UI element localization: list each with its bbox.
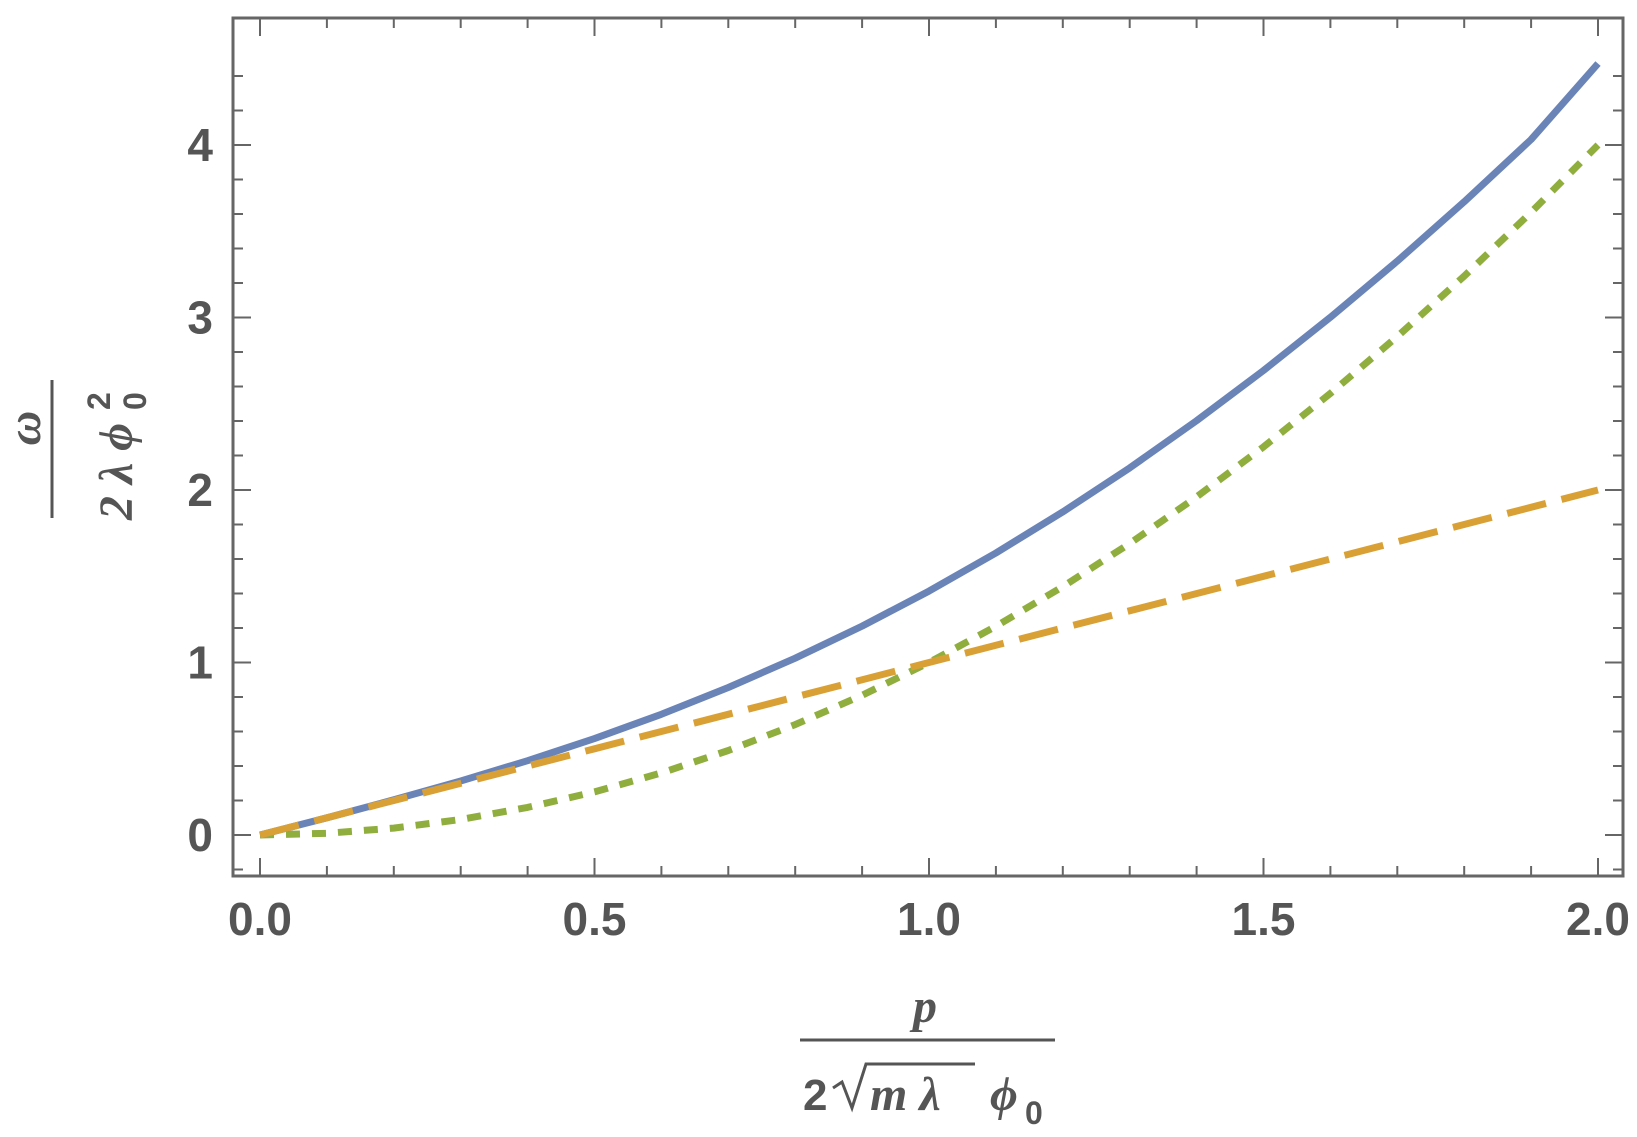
x-label-numerator: p [909,980,937,1033]
x-label-den-lead: 2 [803,1071,827,1120]
x-label-den-tail: ϕ [990,1068,1018,1121]
y-label-numerator: ω [0,411,51,446]
y-tick-label: 0 [187,809,213,861]
y-label-den-sup: 2 [81,392,117,410]
plot-frame [231,16,1625,878]
x-tick-label: 1.5 [1232,893,1296,945]
y-tick-label: 4 [187,119,213,171]
y-tick-label: 2 [187,464,213,516]
x-tick-label: 0.0 [228,893,292,945]
x-axis-label: p 2 m λ ϕ 0 [800,980,1055,1131]
y-tick-label: 3 [187,292,213,344]
series-dashed-line [259,486,1599,839]
series-dotted-line [259,142,1601,839]
tick-labels: 0.0 0.5 1.0 1.5 2.0 0 1 2 3 4 [187,119,1630,945]
y-label-den-sub: 0 [117,392,153,410]
x-label-sqrt-sign [832,1062,975,1113]
x-tick-label: 0.5 [563,893,627,945]
y-axis-label: ω 2 λ ϕ 0 2 [0,380,153,521]
x-tick-label: 2.0 [1566,893,1630,945]
axis-ticks [233,18,1623,876]
y-tick-label: 1 [187,637,213,689]
x-tick-label: 1.0 [897,893,961,945]
x-label-den-radicand: m λ [870,1068,941,1121]
y-label-denominator: 2 λ ϕ [90,423,143,521]
x-label-den-tail-sub: 0 [1025,1095,1043,1131]
series-solid-line [259,61,1601,839]
series-layer [259,61,1601,839]
